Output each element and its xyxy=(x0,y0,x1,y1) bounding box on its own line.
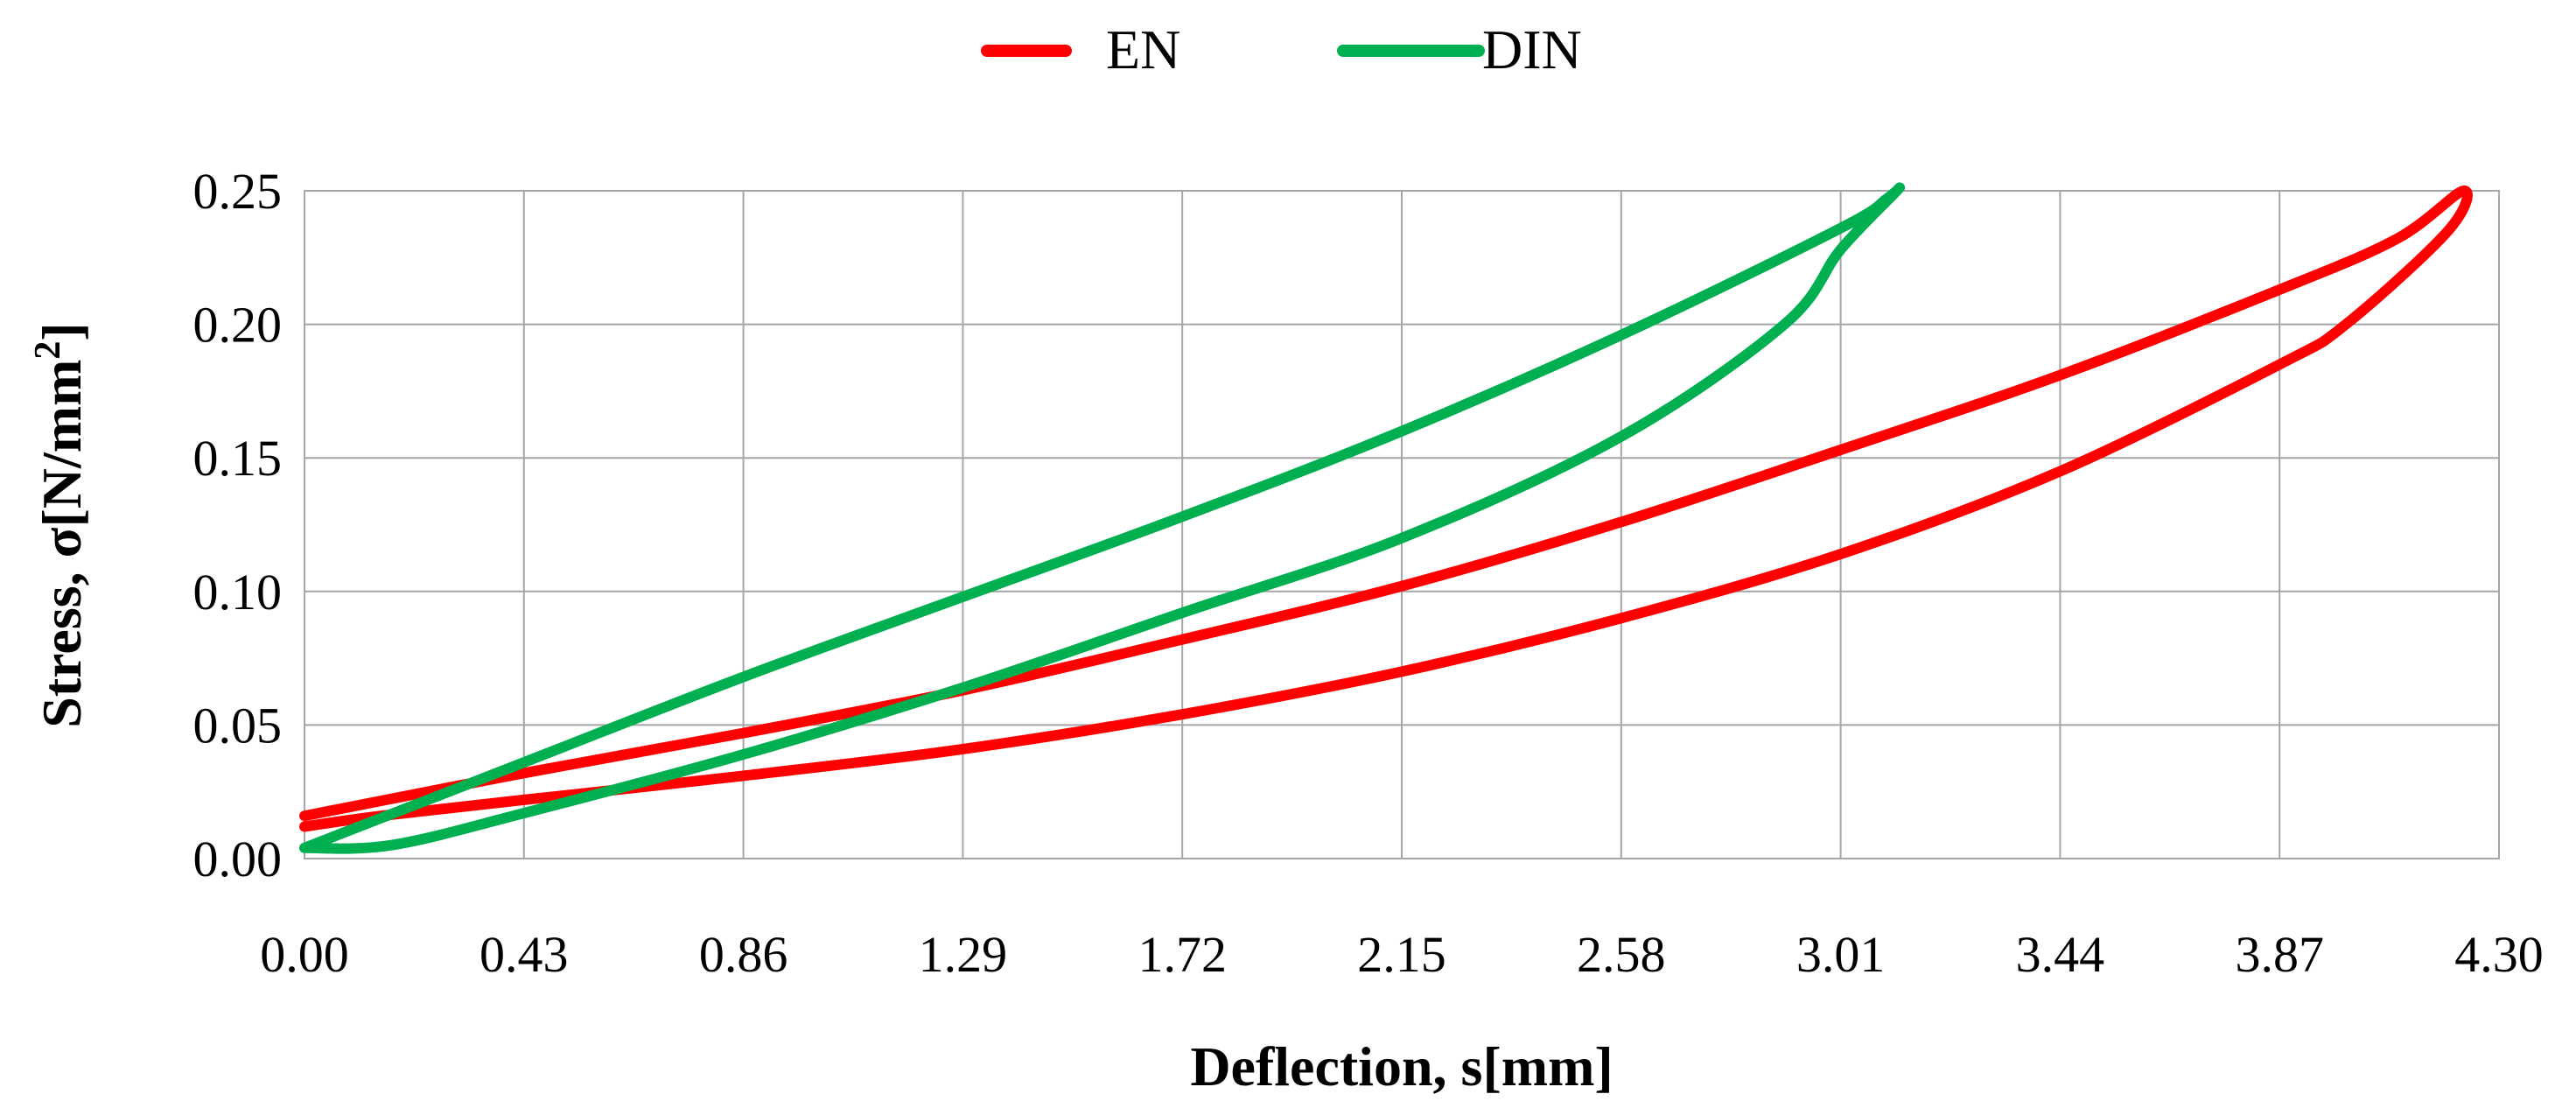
y-axis-title-main: Stress, σ[N/mm xyxy=(31,360,93,728)
y-tick-label: 0.25 xyxy=(193,163,283,220)
y-axis-title-sup: 2 xyxy=(28,341,68,360)
x-tick-label: 2.15 xyxy=(1357,926,1446,983)
x-tick-label: 0.43 xyxy=(480,926,569,983)
x-tick-label: 3.87 xyxy=(2235,926,2324,983)
x-tick-label: 0.86 xyxy=(699,926,788,983)
y-tick-label: 0.20 xyxy=(193,297,283,354)
x-tick-label: 3.44 xyxy=(2016,926,2105,983)
x-tick-label: 1.72 xyxy=(1138,926,1227,983)
x-tick-label: 4.30 xyxy=(2454,926,2544,983)
x-axis-title: Deflection, s[mm] xyxy=(1190,1035,1613,1097)
y-axis-ticks: 0.00 0.05 0.10 0.15 0.20 0.25 xyxy=(193,163,283,887)
x-tick-label: 2.58 xyxy=(1577,926,1666,983)
y-tick-label: 0.05 xyxy=(193,697,283,754)
series-line-en xyxy=(299,186,2473,832)
y-tick-label: 0.00 xyxy=(193,831,283,887)
x-tick-label: 0.00 xyxy=(260,926,349,983)
legend: EN DIN xyxy=(981,18,1582,81)
plot-area-frame xyxy=(304,190,2500,859)
y-axis-title: Stress, σ[N/mm2] xyxy=(28,322,93,727)
legend-label-en: EN xyxy=(1106,18,1180,81)
legend-label-din: DIN xyxy=(1482,18,1582,81)
x-axis-ticks: 0.00 0.43 0.86 1.29 1.72 2.15 2.58 3.01 3.44 3.87… xyxy=(260,926,2544,983)
x-tick-label: 1.29 xyxy=(919,926,1008,983)
gridlines xyxy=(304,190,2500,859)
y-axis-title-close: ] xyxy=(31,322,93,340)
y-tick-label: 0.15 xyxy=(193,430,283,487)
series-layer xyxy=(299,182,2473,854)
x-tick-label: 3.01 xyxy=(1796,926,1886,983)
y-tick-label: 0.10 xyxy=(193,564,283,621)
series-line-din xyxy=(299,182,1906,854)
